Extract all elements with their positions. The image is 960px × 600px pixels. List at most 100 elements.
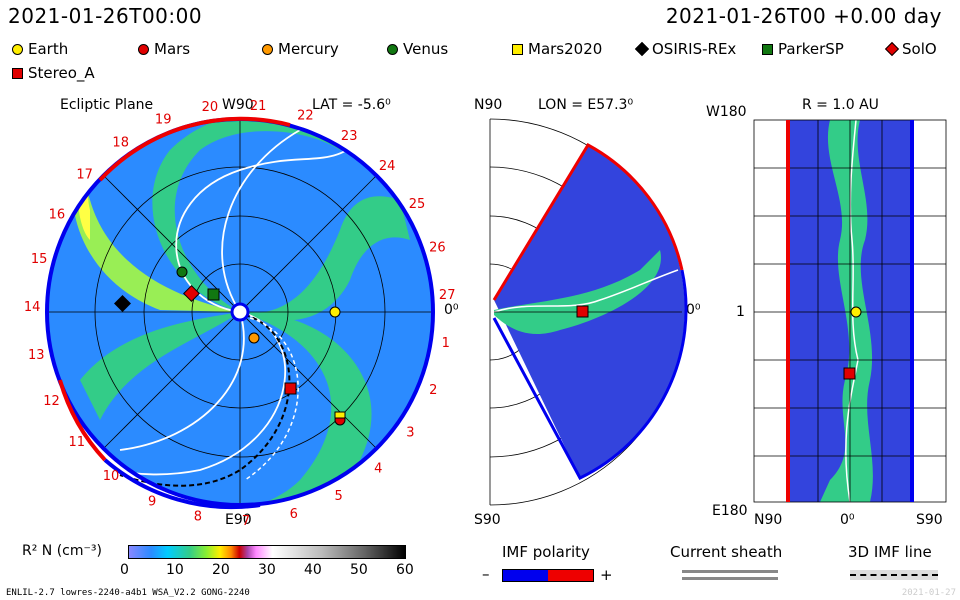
- stereo-a-marker-icon: [284, 382, 297, 395]
- current-sheath-line: [119, 314, 291, 487]
- earth-marker-icon: [329, 306, 341, 318]
- legend-label: Mars: [154, 40, 191, 58]
- sun-icon: [230, 302, 250, 322]
- legend-label: SolO: [902, 40, 937, 58]
- rotation-label: 23: [341, 129, 358, 144]
- header-left-time: 2021-01-26T00:00: [8, 4, 203, 28]
- earth-marker-icon: [12, 43, 23, 55]
- parkersp-marker-icon: [207, 288, 220, 301]
- rotation-label: 16: [49, 207, 66, 222]
- imf-polarity-bar: [502, 569, 594, 582]
- imf-plus-label: +: [600, 566, 613, 584]
- colorbar-tick: 60: [396, 562, 414, 578]
- panel1-top-label: W90: [222, 97, 254, 113]
- colorbar-tick: 30: [258, 562, 276, 578]
- rotation-label: 25: [409, 197, 426, 212]
- rotation-label: 22: [297, 109, 314, 124]
- imf3d-title: 3D IMF line: [848, 543, 932, 561]
- legend-label: Mercury: [278, 40, 339, 58]
- current-sheath-title: Current sheath: [670, 543, 783, 561]
- imf-minus-label: –: [482, 565, 490, 583]
- radius-map-grid: [753, 119, 947, 503]
- panel3-mid-label: 1: [736, 304, 745, 320]
- stereo-a-marker-icon: [12, 67, 23, 79]
- panel2-lon: LON = E57.3⁰: [538, 97, 634, 113]
- mercury-marker-icon: [248, 332, 260, 344]
- legend-stereo-a: Stereo_A: [12, 64, 95, 82]
- current-sheath-swatch: [682, 570, 778, 580]
- rotation-label: 9: [148, 495, 156, 510]
- rotation-label: 8: [194, 510, 202, 525]
- rotation-label: 7: [242, 514, 250, 529]
- rotation-label: 18: [112, 136, 129, 151]
- rotation-label: 15: [31, 252, 48, 267]
- legend-label: Mars2020: [528, 40, 603, 58]
- colorbar-label: R² N (cm⁻³): [22, 543, 102, 559]
- rotation-label: 1: [442, 336, 450, 351]
- venus-marker-icon: [176, 266, 188, 278]
- rotation-label: 4: [374, 461, 382, 476]
- mercury-marker-icon: [262, 43, 273, 55]
- legend-osiris-rex: OSIRIS-REx: [634, 40, 737, 58]
- panel3-top-label: W180: [706, 104, 747, 120]
- legend-label: OSIRIS-REx: [652, 40, 737, 58]
- carrington-rotation-labels: 2122232425262712345678910111213141516171…: [24, 99, 456, 529]
- footer-left: ENLIL-2.7 lowres-2240-a4b1 WSA_V2.2 GONG…: [6, 588, 250, 598]
- mars-marker-icon: [138, 43, 149, 55]
- mars2020-marker-icon: [334, 411, 346, 419]
- colorbar-tick: 20: [212, 562, 230, 578]
- mars2020-marker-icon: [512, 43, 523, 55]
- panel1-lat: LAT = -5.6⁰: [312, 97, 391, 113]
- legend-label: Stereo_A: [28, 64, 95, 82]
- ecliptic-rim: [45, 116, 435, 510]
- legend-venus: Venus: [387, 40, 448, 58]
- meridional-wedge-green: [494, 250, 661, 335]
- radius-map-rim-positive: [786, 120, 790, 502]
- ecliptic-plane-title: Ecliptic Plane: [60, 97, 154, 113]
- parkersp-marker-icon: [762, 43, 773, 55]
- rotation-label: 2: [429, 383, 437, 398]
- legend-solo: SolO: [884, 40, 937, 58]
- panel3-x-0: 0⁰: [840, 512, 855, 528]
- rotation-label: 24: [379, 159, 396, 174]
- imf-line-dashed: [244, 317, 299, 481]
- legend-mars2020: Mars2020: [512, 40, 602, 58]
- imf-polarity-title: IMF polarity: [502, 543, 590, 561]
- meridional-rim-positive: [492, 142, 684, 301]
- rotation-label: 19: [155, 113, 172, 128]
- colorbar-tick: 50: [350, 562, 368, 578]
- legend-label: Venus: [403, 40, 449, 58]
- earth-marker-icon: [850, 306, 862, 318]
- meridional-imf-line: [493, 269, 679, 313]
- rotation-label: 20: [202, 100, 219, 115]
- density-colorbar: [128, 545, 406, 559]
- radius-map-rim-negative: [910, 120, 914, 502]
- rotation-label: 6: [290, 507, 298, 522]
- panel3-x-s90: S90: [916, 512, 943, 528]
- panel3-bottom-label: E180: [712, 503, 748, 519]
- radius-map-green-band: [820, 120, 873, 502]
- colorbar-tick: 10: [166, 562, 184, 578]
- rotation-label: 10: [103, 469, 120, 484]
- ecliptic-objects: [114, 266, 346, 426]
- rotation-label: 13: [28, 348, 45, 363]
- panel1-right-label: 0⁰: [444, 302, 459, 318]
- legend-mercury: Mercury: [262, 40, 339, 58]
- imf3d-swatch: [850, 570, 938, 580]
- meridional-rim-negative: [492, 269, 688, 480]
- rotation-label: 11: [69, 435, 86, 450]
- venus-marker-icon: [387, 43, 398, 55]
- header-right-time: 2021-01-26T00 +0.00 day: [665, 4, 942, 28]
- legend-label: ParkerSP: [778, 40, 844, 58]
- rotation-label: 3: [406, 425, 414, 440]
- rotation-label: 17: [76, 168, 93, 183]
- legend-mars: Mars: [138, 40, 190, 58]
- stereo-a-marker-icon: [843, 367, 856, 380]
- rotation-label: 21: [250, 99, 267, 114]
- rotation-label: 12: [43, 394, 60, 409]
- stereo-a-marker-icon: [576, 305, 589, 318]
- panel2-bottom-label: S90: [474, 512, 501, 528]
